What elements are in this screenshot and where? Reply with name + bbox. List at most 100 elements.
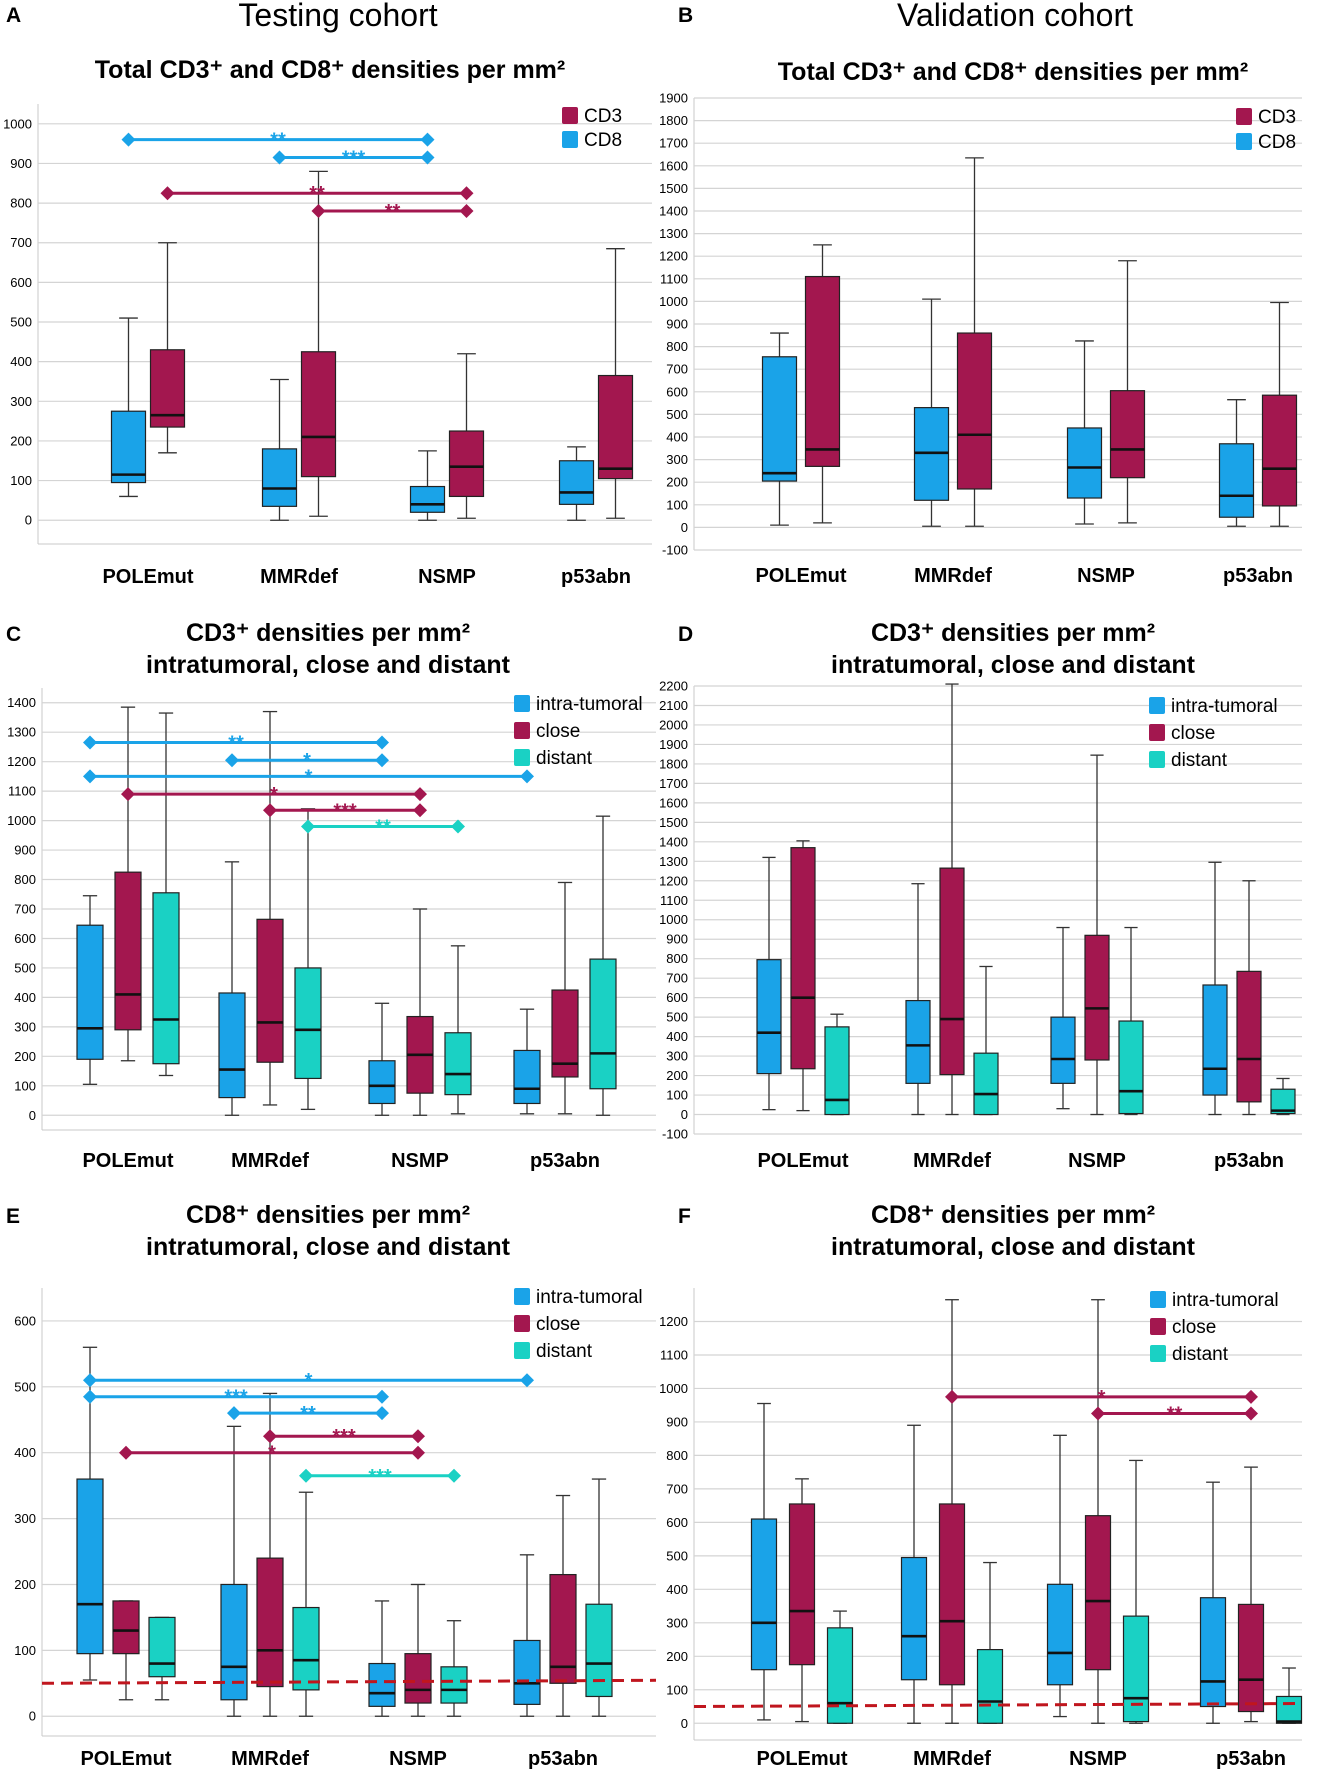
panel-d-y-tick-label: 300 bbox=[666, 1049, 688, 1064]
panel-c-legend-label: intra-tumoral bbox=[536, 694, 643, 715]
panel-a-box-cd8-polemut bbox=[110, 317, 147, 498]
panel-e-box-iqr bbox=[148, 1616, 176, 1678]
panel-d-legend-label: close bbox=[1171, 723, 1215, 744]
panel-e-significance-marker-start bbox=[119, 1445, 133, 1460]
panel-c-title-line: intratumoral, close and distant bbox=[146, 651, 511, 679]
panel-c-significance-label: * bbox=[305, 766, 313, 788]
panel-f-y-tick-label: 1100 bbox=[660, 1347, 688, 1362]
panel-e-significance-marker-end bbox=[375, 1389, 389, 1404]
panel-d-y-tick-label: 1300 bbox=[659, 854, 688, 869]
panel-e-box-close-mmrdef bbox=[256, 1392, 284, 1717]
panel-e-significance-marker-end bbox=[411, 1445, 425, 1460]
panel-e-significance-marker-end bbox=[520, 1373, 534, 1388]
panel-b-box-iqr bbox=[761, 356, 798, 482]
panel-f-box-iqr bbox=[1122, 1615, 1150, 1723]
panel-d-category-label: NSMP bbox=[1068, 1150, 1126, 1172]
panel-e-y-tick-label: 500 bbox=[14, 1379, 36, 1394]
panel-d-y-tick-label: 1500 bbox=[659, 815, 688, 830]
panel-a-y-tick-label: 0 bbox=[25, 513, 32, 528]
panel-d-box-distant-mmrdef bbox=[973, 965, 999, 1116]
panel-e-box-iqr bbox=[404, 1653, 432, 1704]
panel-c-y-tick-label: 700 bbox=[14, 902, 36, 917]
panel-d-title-line: CD3⁺ densities per mm² bbox=[871, 619, 1155, 647]
panel-e-box-distant-mmrdef bbox=[292, 1491, 320, 1717]
panel-e-significance-bracket: * bbox=[119, 1443, 425, 1465]
panel-e-title-line: intratumoral, close and distant bbox=[146, 1233, 511, 1261]
panel-e-box-iqr bbox=[76, 1478, 104, 1655]
panel-f-y-tick-label: 900 bbox=[666, 1414, 688, 1429]
panel-e-reference-line bbox=[41, 1678, 657, 1685]
panel-d-y-tick-label: 1800 bbox=[659, 756, 688, 771]
panel-d-y-tick-label: 1200 bbox=[659, 873, 688, 888]
panel-b-category-label: p53abn bbox=[1223, 565, 1293, 587]
panel-c-y-tick-label: 900 bbox=[14, 843, 36, 858]
panel-c-box-iqr bbox=[294, 967, 322, 1080]
panel-f-box-iqr bbox=[1084, 1515, 1112, 1671]
panel-c-significance-marker-start bbox=[83, 769, 97, 784]
panel-e-box-close-p53abn bbox=[549, 1494, 577, 1717]
panel-a-significance-marker-start bbox=[160, 186, 175, 201]
panel-b-y-tick-label: 1600 bbox=[659, 158, 688, 173]
panel-d-box-iqr bbox=[790, 847, 816, 1070]
panel-b-box-cd3-polemut bbox=[804, 244, 841, 524]
panel-d-legend-label: intra-tumoral bbox=[1171, 696, 1278, 717]
panel-f-significance-bracket: * bbox=[945, 1387, 1258, 1409]
panel-a-significance-marker-start bbox=[121, 132, 136, 147]
panel-c-box-iqr bbox=[589, 958, 617, 1090]
panel-c-box-distant-polemut bbox=[152, 712, 180, 1077]
panel-e-box-iqr bbox=[513, 1639, 541, 1705]
panel-d-box-iqr bbox=[939, 867, 965, 1076]
panel-b-category-label: NSMP bbox=[1077, 565, 1135, 587]
panel-b-y-tick-label: -100 bbox=[662, 543, 688, 558]
panel-a-category-label: MMRdef bbox=[260, 566, 338, 588]
panel-f-significance-label: * bbox=[1098, 1387, 1106, 1409]
panel-e-y-tick-label: 0 bbox=[29, 1709, 36, 1724]
panel-f-legend-label: close bbox=[1172, 1317, 1216, 1338]
panel-e-box-iqr bbox=[292, 1606, 320, 1691]
panel-c-legend-label: distant bbox=[536, 748, 593, 769]
panel-b-y-tick-label: 1100 bbox=[660, 271, 688, 286]
panel-d-legend-swatch bbox=[1149, 751, 1165, 768]
panel-d-legend-swatch bbox=[1149, 724, 1165, 741]
panel-a-category-label: NSMP bbox=[418, 566, 476, 588]
panel-e-significance-label: * bbox=[305, 1370, 313, 1392]
panel-a-significance-marker-start bbox=[311, 204, 326, 219]
panel-c-box-iqr bbox=[152, 892, 180, 1065]
panel-c-y-tick-label: 800 bbox=[14, 872, 36, 887]
panel-c-y-tick-label: 500 bbox=[14, 960, 36, 975]
panel-f-box-iqr bbox=[938, 1503, 966, 1686]
panel-a-box-cd3-p53abn bbox=[597, 248, 634, 519]
panel-c-legend: intra-tumoral close distant bbox=[514, 694, 643, 769]
panel-e-significance-marker-end bbox=[447, 1468, 461, 1483]
panel-b-y-tick-label: 500 bbox=[666, 407, 688, 422]
panel-b-box-cd8-nsmp bbox=[1066, 340, 1103, 525]
panel-f-legend-swatch bbox=[1150, 1345, 1166, 1362]
panel-e-significance-marker-end bbox=[411, 1429, 425, 1444]
panel-c-significance-label: * bbox=[270, 784, 278, 806]
panel-a-legend-swatch bbox=[562, 107, 578, 124]
panel-b-y-tick-label: 1500 bbox=[659, 181, 688, 196]
panel-e-category-label: MMRdef bbox=[231, 1748, 309, 1770]
panel-f-significance-bracket: ** bbox=[1091, 1404, 1258, 1426]
panel-a-significance-marker-end bbox=[459, 204, 474, 219]
panel-b-box-cd3-mmrdef bbox=[956, 157, 993, 527]
panel-b-y-tick-label: 400 bbox=[666, 430, 688, 445]
panel-b-legend-swatch bbox=[1236, 133, 1252, 150]
panel-a-box-cd3-polemut bbox=[149, 242, 186, 454]
panel-b-y-tick-label: 700 bbox=[666, 362, 688, 377]
panel-e-significance-bracket: *** bbox=[299, 1466, 461, 1488]
panel-e-chart: E CD8⁺ densities per mm² intratumoral, clo… bbox=[6, 1201, 657, 1770]
panel-e-significance-bracket: *** bbox=[83, 1387, 389, 1409]
panel-d-y-tick-label: 1000 bbox=[659, 912, 688, 927]
panel-f-y-tick-label: 400 bbox=[666, 1582, 688, 1597]
panel-c-significance-bracket: * bbox=[121, 784, 427, 806]
panel-f-box-iqr bbox=[900, 1556, 928, 1681]
panel-c-y-tick-label: 1200 bbox=[7, 754, 36, 769]
panel-a-box-iqr bbox=[110, 410, 147, 484]
panel-a-significance-marker-end bbox=[459, 186, 474, 201]
panel-b-box-cd8-p53abn bbox=[1218, 399, 1255, 527]
panel-a-significance-bracket: ** bbox=[160, 183, 474, 205]
panel-c-box-iqr bbox=[114, 871, 142, 1031]
panel-e-legend-swatch bbox=[514, 1288, 530, 1305]
